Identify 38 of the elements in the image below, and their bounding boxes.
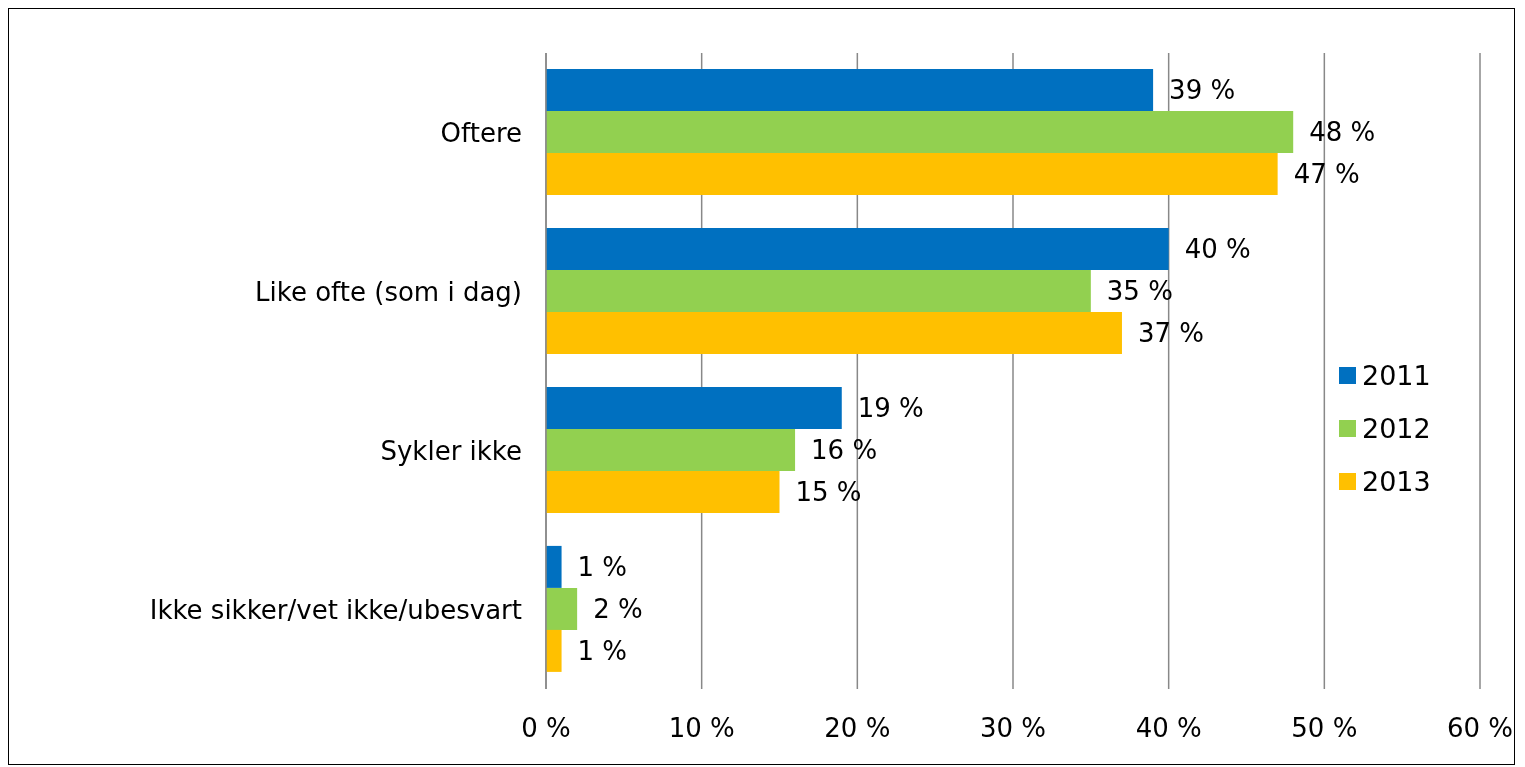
y-tick-label: Sykler ikke: [380, 435, 522, 466]
data-label: 1 %: [577, 552, 628, 583]
legend-label: 2013: [1362, 466, 1431, 497]
data-label: 35 %: [1106, 276, 1173, 307]
y-tick-label: Like ofte (som i dag): [255, 276, 522, 307]
bar: [546, 152, 1278, 195]
data-label: 39 %: [1169, 75, 1236, 106]
bar: [546, 545, 562, 588]
bar: [546, 110, 1294, 153]
y-tick-label: Oftere: [440, 117, 522, 148]
legend-label: 2012: [1362, 413, 1431, 444]
bar: [546, 428, 796, 471]
data-label: 2 %: [593, 594, 643, 625]
bar: [546, 311, 1122, 354]
data-label: 47 %: [1293, 159, 1360, 190]
data-label: 19 %: [857, 393, 924, 424]
data-label: 37 %: [1137, 318, 1205, 349]
data-label: 40 %: [1184, 234, 1251, 265]
bar: [546, 386, 842, 429]
x-tick-label: 60 %: [1446, 713, 1514, 744]
x-tick-label: 0 %: [521, 713, 571, 744]
bar: [546, 587, 578, 630]
data-label: 1 %: [577, 636, 628, 667]
data-label: 48 %: [1309, 117, 1376, 148]
data-label: 16 %: [811, 435, 878, 466]
bar: [546, 68, 1154, 111]
data-label: 15 %: [795, 477, 862, 508]
x-tick-label: 10 %: [668, 713, 735, 744]
legend-label: 2011: [1362, 360, 1431, 391]
bar: [546, 629, 562, 672]
x-tick-label: 20 %: [824, 713, 891, 744]
bar: [546, 470, 780, 513]
y-tick-label: Ikke sikker/vet ikke/ubesvart: [149, 594, 522, 625]
x-tick-label: 30 %: [979, 713, 1047, 744]
bar: [546, 269, 1091, 312]
bar: [546, 227, 1169, 270]
x-tick-label: 40 %: [1135, 713, 1202, 744]
x-tick-label: 50 %: [1291, 713, 1358, 744]
